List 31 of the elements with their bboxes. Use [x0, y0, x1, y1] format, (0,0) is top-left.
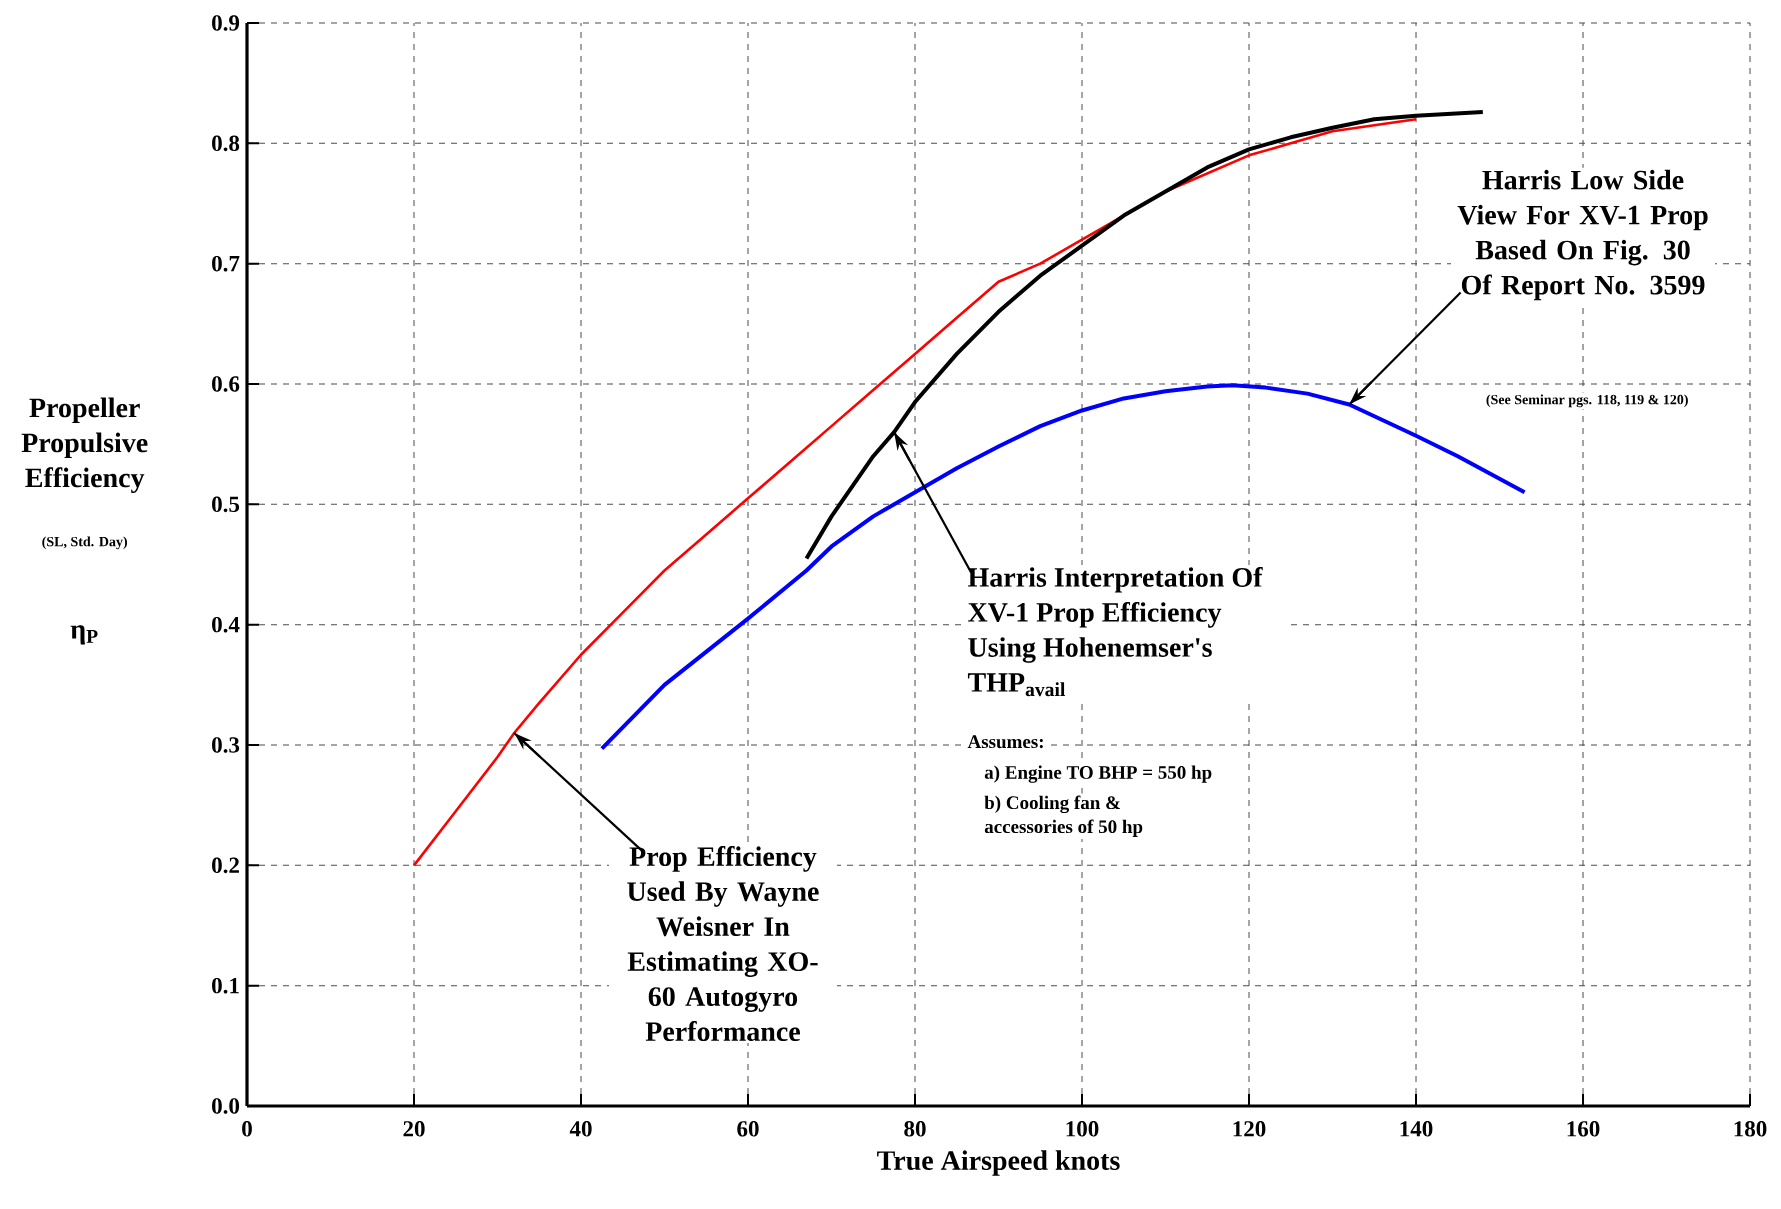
y-tick-label: 0.0 — [212, 1098, 240, 1114]
annotation: Harris Low Side View For XV-1 Prop Based On Fig. 30 Of Report No. 3599 — [1457, 169, 1708, 301]
y-tick-label: 0.8 — [212, 135, 240, 152]
text: η$_{P}$ — [70, 625, 98, 645]
annotation: Assumes: — [967, 735, 1043, 749]
y-tick-label: 0.3 — [212, 737, 240, 753]
x-tick-label: 20 — [403, 1121, 425, 1137]
x-axis-title: True Airspeed knots — [877, 1150, 1120, 1176]
y-tick-label: 0.2 — [212, 857, 239, 874]
y-tick-label: 0.6 — [212, 376, 240, 392]
x-tick-label: 160 — [1567, 1121, 1600, 1137]
y-tick-label: 0.1 — [212, 977, 239, 994]
x-tick-label: 120 — [1233, 1121, 1266, 1137]
x-tick-label: 60 — [737, 1121, 759, 1137]
y-tick-label: 0.5 — [212, 496, 240, 513]
x-tick-label: 40 — [569, 1121, 592, 1137]
annotation: (See Seminar pgs. 118, 119 & 120) — [1486, 394, 1688, 408]
y-tick-label: 0.9 — [212, 15, 240, 31]
annotation: Prop Efficiency Used By Wayne Weisner In Estimating XO-60 Autogyro Performance — [627, 846, 819, 1042]
x-tick-label: 140 — [1400, 1121, 1433, 1137]
annotation: b) Cooling fan & accessories of 50 hp — [984, 795, 1143, 837]
x-tick-label: 0 — [242, 1121, 252, 1137]
y-tick-label: 0.4 — [212, 616, 240, 633]
annotation: Harris Interpretation Of XV-1 Prop Efficiency Using Hohenemser's THP$_{avail}$ — [967, 566, 1263, 697]
x-tick-label: 180 — [1734, 1121, 1767, 1137]
text: (SL, Std. Day) — [42, 536, 128, 550]
y-axis-title: Propeller Propulsive Efficiency — [21, 397, 148, 494]
annotation: a) Engine TO BHP = 550 hp — [984, 765, 1212, 783]
x-tick-label: 80 — [904, 1121, 926, 1137]
y-tick-label: 0.7 — [212, 255, 240, 272]
x-tick-label: 100 — [1066, 1121, 1099, 1137]
